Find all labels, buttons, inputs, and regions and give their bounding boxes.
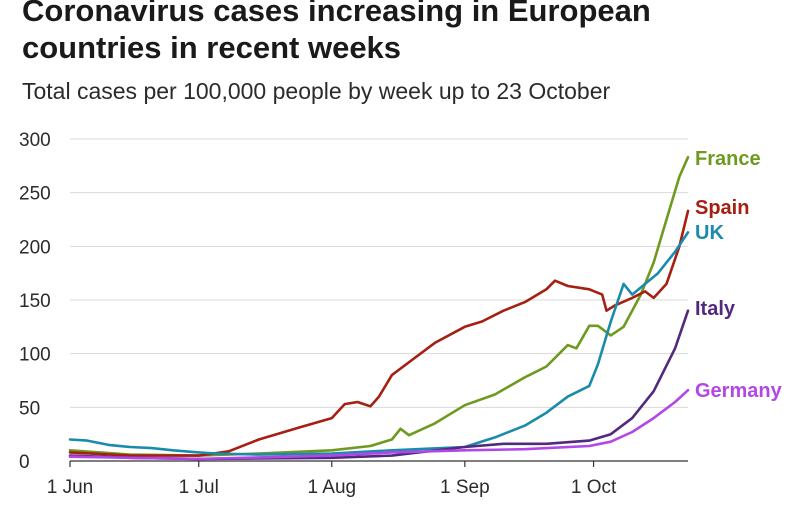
x-tick-label: 1 Sep [440, 477, 490, 498]
y-tick-label: 200 [19, 237, 51, 258]
y-tick-label: 0 [19, 452, 30, 473]
chart-title: Coronavirus cases increasing in European… [22, 0, 651, 65]
series-label-uk: UK [695, 222, 724, 244]
y-axis-ticks: 0 50 100 150 200 250 300 [19, 130, 51, 473]
chart-subtitle: Total cases per 100,000 people by week u… [22, 78, 611, 104]
series-line-italy [68, 309, 690, 461]
series-line-france [68, 155, 690, 457]
x-tick-label: 1 Aug [307, 477, 356, 498]
y-tick-label: 50 [19, 398, 40, 419]
series-line-uk [68, 231, 690, 456]
series-lines [68, 155, 690, 461]
x-tick-label: 1 Jun [47, 477, 93, 498]
y-tick-label: 250 [19, 184, 51, 205]
series-label-spain: Spain [695, 197, 749, 219]
series-line-spain [68, 209, 690, 457]
x-tick-label: 1 Jul [179, 477, 219, 498]
series-label-france: France [695, 148, 761, 170]
gridlines [70, 138, 688, 408]
series-labels: France Spain UK Italy Germany [695, 148, 783, 402]
series-line-germany [68, 388, 690, 461]
y-tick-label: 150 [19, 291, 51, 312]
series-label-italy: Italy [695, 298, 736, 320]
x-axis: 1 Jun 1 Jul 1 Aug 1 Sep 1 Oct [47, 460, 688, 498]
y-tick-label: 300 [19, 130, 51, 151]
y-tick-label: 100 [19, 345, 51, 366]
series-label-germany: Germany [695, 380, 783, 402]
x-tick-label: 1 Oct [571, 477, 617, 498]
